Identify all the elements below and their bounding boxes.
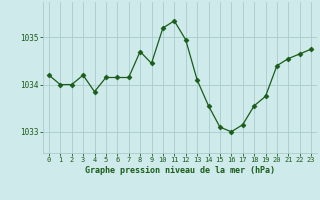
X-axis label: Graphe pression niveau de la mer (hPa): Graphe pression niveau de la mer (hPa) bbox=[85, 166, 275, 175]
